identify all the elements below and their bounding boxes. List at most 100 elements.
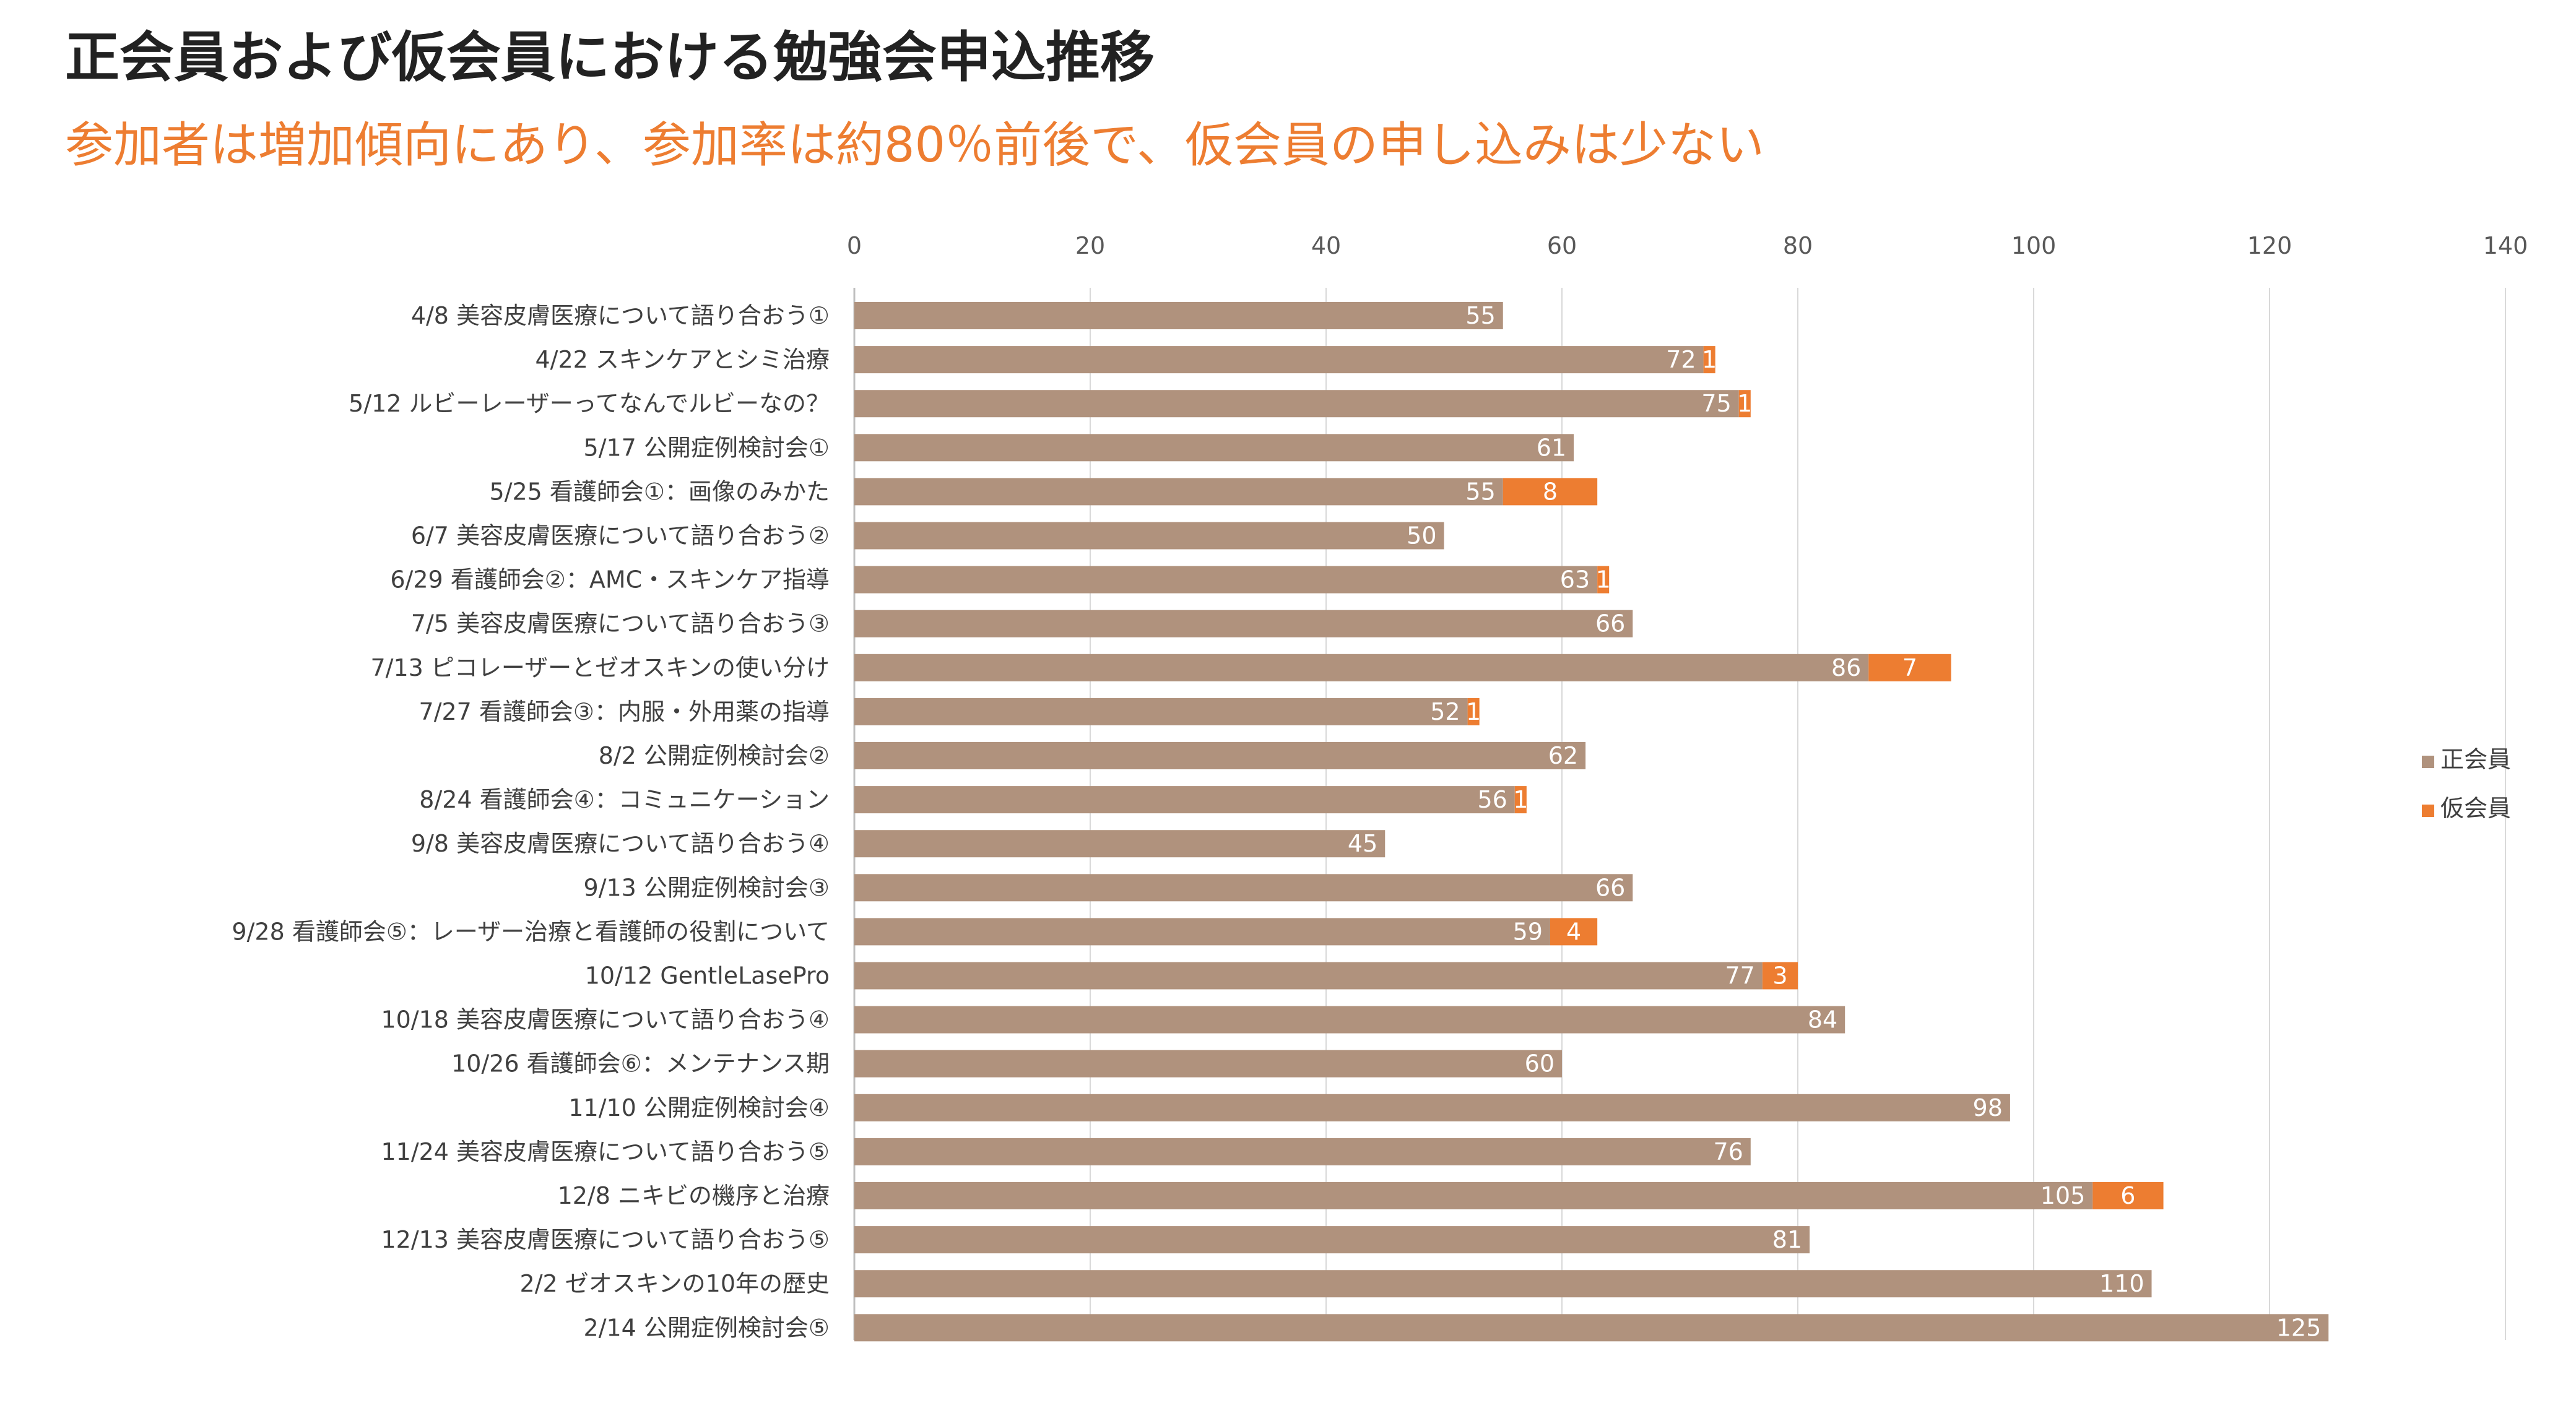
category-label: 9/28 看護師会⑤：レーザー治療と看護師の役割について bbox=[232, 918, 830, 945]
x-tick-label: 40 bbox=[1311, 232, 1341, 259]
data-label: 66 bbox=[1595, 610, 1625, 637]
category-label: 10/26 看護師会⑥：メンテナンス期 bbox=[451, 1050, 830, 1078]
category-label: 8/2 公開症例検討会② bbox=[599, 742, 830, 769]
bar-regular-member bbox=[854, 1138, 1751, 1165]
data-label: 75 bbox=[1701, 390, 1731, 417]
x-tick-label: 120 bbox=[2247, 232, 2292, 259]
category-label: 9/8 美容皮膚医療について語り合おう④ bbox=[411, 830, 830, 857]
data-label: 55 bbox=[1465, 302, 1495, 329]
bar-regular-member bbox=[854, 698, 1468, 725]
data-label: 4 bbox=[1566, 918, 1581, 945]
bar-provisional-member bbox=[1467, 698, 1480, 725]
legend-swatch-regular bbox=[2422, 756, 2434, 768]
data-label: 60 bbox=[1525, 1050, 1555, 1078]
bar-provisional-member bbox=[1738, 390, 1751, 418]
bar-regular-member bbox=[854, 1094, 2010, 1121]
category-label: 12/13 美容皮膚医療について語り合おう⑤ bbox=[381, 1226, 830, 1253]
bar-provisional-member bbox=[1550, 918, 1598, 946]
x-tick-label: 0 bbox=[847, 232, 862, 259]
category-label: 2/14 公開症例検討会⑤ bbox=[584, 1314, 830, 1341]
bar-regular-member bbox=[854, 1006, 1845, 1034]
data-label: 56 bbox=[1477, 786, 1507, 813]
category-label: 5/17 公開症例検討会① bbox=[584, 434, 830, 461]
category-label: 4/8 美容皮膚医療について語り合おう① bbox=[411, 302, 830, 329]
bar-provisional-member bbox=[2092, 1182, 2164, 1209]
data-label: 66 bbox=[1595, 874, 1625, 901]
bar-regular-member bbox=[854, 478, 1503, 506]
x-tick-label: 140 bbox=[2483, 232, 2528, 259]
bar-regular-member bbox=[854, 390, 1739, 418]
data-label: 110 bbox=[2099, 1270, 2144, 1297]
bar-regular-member bbox=[854, 1050, 1562, 1078]
data-label: 125 bbox=[2276, 1314, 2322, 1341]
bar-provisional-member bbox=[1762, 962, 1798, 990]
bar-provisional-member bbox=[1514, 786, 1527, 814]
category-label: 7/13 ピコレーザーとゼオスキンの使い分け bbox=[370, 654, 830, 681]
category-label: 2/2 ゼオスキンの10年の歴史 bbox=[520, 1270, 830, 1297]
data-label: 86 bbox=[1831, 654, 1861, 681]
legend-swatch-provisional bbox=[2422, 805, 2434, 817]
data-label: 76 bbox=[1713, 1138, 1743, 1165]
category-label: 12/8 ニキビの機序と治療 bbox=[558, 1182, 830, 1209]
bar-regular-member bbox=[854, 1314, 2329, 1342]
x-tick-label: 100 bbox=[2011, 232, 2057, 259]
category-label: 6/7 美容皮膚医療について語り合おう② bbox=[411, 522, 830, 550]
legend-label: 正会員 bbox=[2440, 746, 2511, 773]
data-label: 62 bbox=[1548, 742, 1578, 769]
bar-regular-member bbox=[854, 610, 1633, 637]
bar-provisional-member bbox=[1503, 478, 1598, 506]
data-label: 63 bbox=[1560, 566, 1590, 594]
data-label: 7 bbox=[1902, 654, 1917, 681]
bar-provisional-member bbox=[1597, 566, 1610, 594]
data-label: 81 bbox=[1772, 1226, 1802, 1253]
x-tick-label: 80 bbox=[1783, 232, 1813, 259]
bar-regular-member bbox=[854, 918, 1550, 946]
data-label: 55 bbox=[1465, 478, 1495, 505]
bar-regular-member bbox=[854, 1182, 2093, 1209]
bar-regular-member bbox=[854, 346, 1704, 374]
data-label: 8 bbox=[1543, 478, 1558, 505]
category-label: 5/12 ルビーレーザーってなんでルビーなの？ bbox=[349, 390, 830, 417]
legend-label: 仮会員 bbox=[2440, 795, 2511, 822]
category-label: 8/24 看護師会④：コミュニケーション bbox=[419, 786, 830, 813]
page-title: 正会員および仮会員における勉強会申込推移 bbox=[65, 25, 1155, 89]
data-label: 1 bbox=[1737, 390, 1752, 417]
category-label: 4/22 スキンケアとシミ治療 bbox=[535, 346, 830, 373]
data-label: 1 bbox=[1466, 698, 1481, 725]
data-label: 59 bbox=[1513, 918, 1543, 945]
bar-regular-member bbox=[854, 654, 1869, 681]
data-label: 6 bbox=[2120, 1182, 2135, 1209]
category-label: 6/29 看護師会②：AMC・スキンケア指導 bbox=[390, 566, 830, 594]
x-tick-label: 60 bbox=[1547, 232, 1577, 259]
data-label: 105 bbox=[2040, 1182, 2086, 1209]
bar-regular-member bbox=[854, 786, 1515, 814]
data-label: 98 bbox=[1973, 1094, 2003, 1121]
category-label: 9/13 公開症例検討会③ bbox=[584, 874, 830, 901]
bar-regular-member bbox=[854, 742, 1586, 769]
data-label: 84 bbox=[1808, 1006, 1837, 1034]
category-label: 11/10 公開症例検討会④ bbox=[568, 1094, 830, 1121]
page-subtitle: 参加者は増加傾向にあり、参加率は約80％前後で、仮会員の申し込みは少ない bbox=[65, 118, 1765, 173]
category-label: 7/5 美容皮膚医療について語り合おう③ bbox=[411, 610, 830, 637]
category-labels: 4/8 美容皮膚医療について語り合おう① 4/22 スキンケアとシミ治療 5/12 … bbox=[232, 302, 830, 1341]
bar-regular-member bbox=[854, 1226, 1810, 1254]
data-label: 45 bbox=[1348, 830, 1377, 857]
bar-regular-member bbox=[854, 962, 1763, 990]
category-label: 10/18 美容皮膚医療について語り合おう④ bbox=[381, 1006, 830, 1034]
category-label: 11/24 美容皮膚医療について語り合おう⑤ bbox=[381, 1138, 830, 1165]
data-label: 61 bbox=[1537, 434, 1566, 461]
data-label: 77 bbox=[1725, 962, 1754, 990]
category-label: 5/25 看護師会①：画像のみかた bbox=[490, 478, 830, 505]
bar-regular-member bbox=[854, 1270, 2152, 1298]
x-axis-ticks: 0 20 40 60 80 100 120 140 bbox=[847, 232, 2528, 259]
bar-regular-member bbox=[854, 434, 1574, 462]
data-label: 3 bbox=[1772, 962, 1787, 990]
category-label: 10/12 GentleLasePro bbox=[585, 962, 830, 990]
data-label: 1 bbox=[1596, 566, 1611, 594]
bar-regular-member bbox=[854, 302, 1503, 329]
bar-regular-member bbox=[854, 830, 1386, 858]
data-label: 1 bbox=[1702, 346, 1717, 373]
data-label: 50 bbox=[1407, 522, 1436, 550]
